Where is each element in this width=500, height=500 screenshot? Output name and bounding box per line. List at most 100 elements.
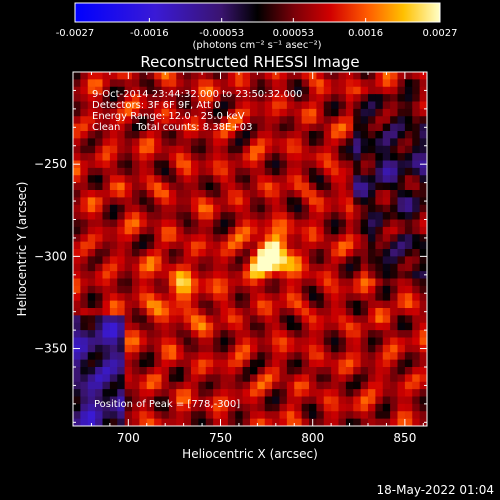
heatmap-cell [132, 94, 140, 103]
heatmap-cell [264, 278, 273, 287]
heatmap-cell [235, 79, 244, 88]
heatmap-cell [382, 212, 391, 221]
heatmap-cell [397, 337, 406, 346]
heatmap-cell [205, 212, 214, 221]
heatmap-cell [390, 153, 399, 162]
heatmap-cell [117, 256, 126, 265]
heatmap-cell [168, 101, 177, 110]
heatmap-cell [205, 403, 214, 412]
heatmap-cell [419, 226, 427, 235]
heatmap-cell [368, 271, 376, 280]
heatmap-cell [404, 94, 413, 103]
heatmap-cell [323, 226, 332, 235]
heatmap-cell [124, 123, 133, 132]
heatmap-cell [139, 285, 148, 294]
heatmap-cell [301, 182, 310, 191]
heatmap-cell [213, 182, 222, 191]
heatmap-cell [161, 315, 170, 324]
heatmap-cell [161, 116, 170, 125]
heatmap-cell [353, 344, 362, 353]
heatmap-cell [161, 167, 170, 176]
heatmap-cell [419, 374, 427, 383]
heatmap-cell [242, 411, 251, 420]
heatmap-cell [294, 418, 303, 426]
heatmap-cell [198, 322, 207, 331]
heatmap-cell [404, 389, 413, 398]
heatmap-cell [154, 86, 163, 95]
heatmap-cell [80, 204, 89, 213]
heatmap-cell [132, 108, 140, 117]
heatmap-cell [102, 182, 111, 191]
heatmap-cell [235, 249, 244, 257]
heatmap-cell [345, 352, 354, 361]
heatmap-cell [309, 337, 317, 346]
heatmap-cell [191, 411, 199, 420]
heatmap-cell [382, 256, 391, 265]
heatmap-cell [87, 101, 96, 110]
heatmap-cell [183, 116, 192, 125]
heatmap-cell [404, 403, 413, 412]
heatmap-cell [286, 403, 295, 412]
heatmap-cell [412, 352, 421, 361]
heatmap-cell [331, 153, 340, 162]
heatmap-cell [257, 153, 266, 162]
heatmap-cell [191, 278, 199, 287]
heatmap-cell [124, 300, 133, 309]
heatmap-cell [191, 108, 199, 117]
heatmap-cell [412, 190, 421, 198]
heatmap-cell [102, 367, 111, 375]
heatmap-cell [323, 131, 332, 139]
heatmap-cell [146, 396, 155, 405]
heatmap-cell [264, 123, 273, 132]
heatmap-cell [353, 94, 362, 103]
heatmap-cell [294, 396, 303, 405]
heatmap-cell [242, 190, 251, 198]
heatmap-cell [124, 175, 133, 184]
heatmap-cell [360, 315, 369, 324]
heatmap-cell [309, 219, 317, 228]
heatmap-cell [117, 108, 126, 117]
heatmap-cell [117, 123, 126, 132]
heatmap-cell [124, 131, 133, 139]
heatmap-cell [132, 219, 140, 228]
heatmap-cell [404, 86, 413, 95]
heatmap-cell [257, 160, 266, 169]
heatmap-cell [323, 116, 332, 125]
heatmap-cell [397, 330, 406, 339]
heatmap-cell [176, 79, 185, 88]
heatmap-cell [183, 94, 192, 103]
heatmap-cell [95, 359, 104, 368]
heatmap-cell [161, 234, 170, 243]
heatmap-cell [124, 344, 133, 353]
heatmap-cell [264, 352, 273, 361]
heatmap-cell [132, 175, 140, 184]
heatmap-cell [279, 359, 288, 368]
heatmap-cell [161, 212, 170, 221]
heatmap-cell [397, 226, 406, 235]
heatmap-cell [205, 359, 214, 368]
heatmap-cell [419, 204, 427, 213]
heatmap-cell [353, 367, 362, 375]
heatmap-cell [191, 344, 199, 353]
heatmap-cell [117, 403, 126, 412]
heatmap-cell [286, 389, 295, 398]
heatmap-cell [375, 308, 384, 316]
heatmap-cell [316, 374, 325, 383]
heatmap-cell [205, 72, 214, 80]
heatmap-cell [168, 94, 177, 103]
heatmap-cell [264, 138, 273, 147]
heatmap-cell [301, 160, 310, 169]
heatmap-cell [161, 374, 170, 383]
heatmap-cell [272, 322, 281, 331]
heatmap-cell [227, 418, 236, 426]
heatmap-cell [419, 116, 427, 125]
heatmap-cell [257, 308, 266, 316]
heatmap-cell [316, 204, 325, 213]
heatmap-cell [272, 131, 281, 139]
heatmap-cell [375, 204, 384, 213]
heatmap-cell [257, 145, 266, 154]
heatmap-cell [323, 285, 332, 294]
heatmap-cell [73, 396, 81, 405]
heatmap-cell [235, 160, 244, 169]
